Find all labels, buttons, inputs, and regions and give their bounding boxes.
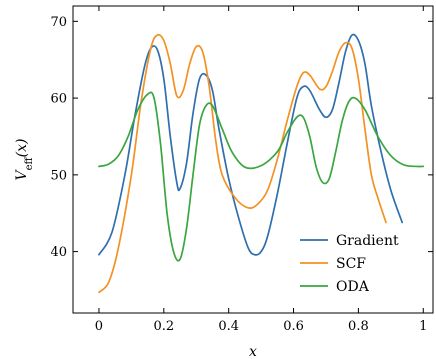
legend: Gradient SCF ODA [300, 233, 399, 295]
x-tick-label: 1 [419, 319, 427, 334]
legend-label-scf: SCF [336, 256, 366, 272]
x-tick-label: 0.2 [153, 319, 174, 334]
y-tick-label: 40 [50, 245, 67, 260]
series-line-gradient [98, 33, 404, 256]
y-tick-label: 50 [50, 168, 67, 183]
axes: 0 0.2 0.4 0.6 0.8 1 40 50 60 70 [50, 5, 434, 334]
series-line-scf [98, 33, 387, 294]
x-axis-label: x [249, 344, 257, 359]
x-tick-label: 0 [95, 319, 103, 334]
y-axis-label-subscript: eff [24, 156, 35, 170]
y-axis-label-tail: (x) [14, 139, 30, 158]
legend-label-gradient: Gradient [336, 233, 399, 249]
plot-frame [72, 5, 434, 314]
series-line-oda [98, 91, 425, 262]
y-tick-label: 60 [50, 92, 67, 107]
y-axis-label-main: V [14, 168, 30, 180]
series-lines [98, 33, 425, 294]
x-tick-label: 0.8 [348, 319, 369, 334]
y-tick-label: 70 [50, 15, 67, 30]
y-axis-label: Veff(x) [14, 139, 35, 181]
x-tick-label: 0.4 [218, 319, 239, 334]
x-tick-label: 0.6 [283, 319, 304, 334]
legend-label-oda: ODA [336, 279, 370, 295]
